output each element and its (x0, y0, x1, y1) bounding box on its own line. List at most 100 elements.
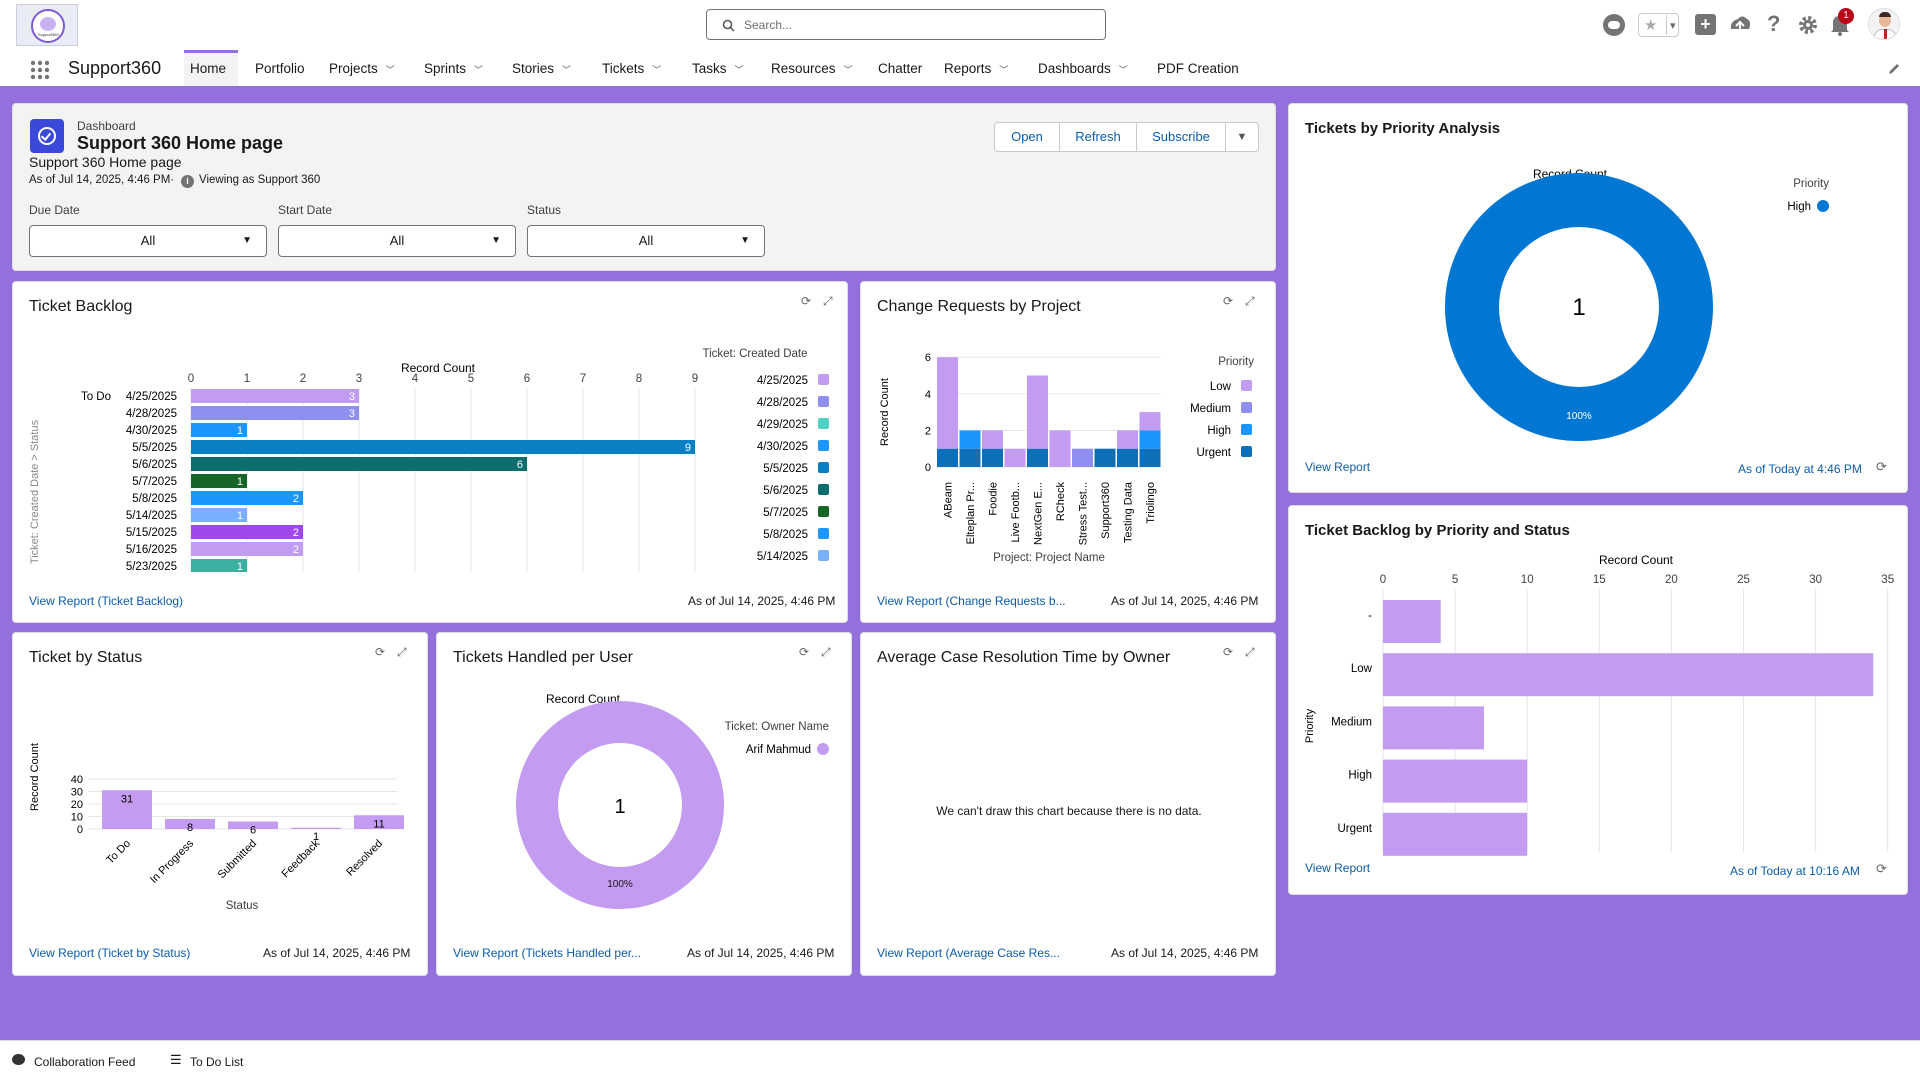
expand-icon[interactable]: ⤢ (1245, 294, 1255, 308)
tab-reports[interactable]: Reports ﹀ (944, 50, 1008, 86)
legend-label: 5/8/2025 (763, 529, 808, 541)
logo-text: Support360 (38, 32, 59, 37)
view-report-link[interactable]: View Report (Change Requests b... (877, 594, 1066, 608)
more-actions-button[interactable]: ▼ (1225, 122, 1259, 152)
card-title: Ticket Backlog by Priority and Status (1305, 522, 1570, 539)
edit-nav-icon[interactable] (1887, 62, 1901, 76)
tab-pdf-creation[interactable]: PDF Creation (1157, 50, 1239, 86)
card-title: Tickets Handled per User (453, 649, 633, 666)
bar (1383, 812, 1528, 856)
x-tick-label: Resolved (344, 838, 385, 879)
tab-resources[interactable]: Resources ﹀ (771, 50, 853, 86)
app-name: Support360 (68, 58, 162, 78)
bar (191, 474, 247, 488)
tab-tickets[interactable]: Tickets ﹀ (602, 50, 661, 86)
tab-dashboards[interactable]: Dashboards ﹀ (1038, 50, 1128, 86)
view-report-link[interactable]: View Report (Ticket by Status) (29, 946, 191, 960)
collaboration-feed-button[interactable]: Collaboration Feed (34, 1055, 136, 1069)
refresh-icon[interactable]: ⟳ (1223, 294, 1234, 308)
tab-tasks[interactable]: Tasks ﹀ (692, 50, 744, 86)
filter-select-start-date[interactable]: All ▼ (278, 225, 516, 257)
bar (191, 389, 359, 403)
legend-label: 4/28/2025 (757, 397, 808, 409)
data-label: 31 (121, 793, 133, 805)
bar (191, 542, 303, 556)
x-tick-label: 6 (524, 373, 530, 385)
refresh-icon[interactable]: ⟳ (375, 645, 386, 659)
chevron-down-icon[interactable]: ﹀ (652, 65, 662, 75)
refresh-icon[interactable]: ⟳ (1223, 645, 1234, 659)
bar (191, 406, 359, 420)
filter-value: All (638, 233, 654, 248)
refresh-icon[interactable]: ⟳ (1876, 459, 1887, 474)
tab-projects[interactable]: Projects ﹀ (329, 50, 395, 86)
refresh-icon[interactable]: ⟳ (799, 645, 810, 659)
y-tick-label: 2 (925, 425, 931, 437)
app-launcher-icon[interactable] (30, 60, 50, 80)
expand-icon[interactable]: ⤢ (397, 645, 407, 659)
help-icon[interactable]: ? (1767, 11, 1781, 36)
view-report-link[interactable]: View Report (1305, 460, 1371, 474)
info-icon[interactable]: i (181, 175, 194, 188)
chevron-down-icon[interactable]: ﹀ (734, 65, 744, 75)
user-avatar[interactable] (1868, 8, 1900, 40)
chevron-down-icon[interactable]: ﹀ (474, 65, 484, 75)
bar (102, 790, 152, 829)
chevron-down-icon[interactable]: ﹀ (843, 65, 853, 75)
category-label: 5/7/2025 (132, 476, 177, 488)
gear-icon[interactable] (1797, 14, 1819, 36)
view-report-link[interactable]: View Report (Ticket Backlog) (29, 594, 184, 608)
refresh-icon[interactable]: ⟳ (1876, 861, 1887, 876)
agent-icon[interactable] (1603, 14, 1625, 36)
filter-label: Due Date (29, 203, 80, 217)
chart-title: Record Count (546, 692, 621, 706)
refresh-icon[interactable]: ⟳ (801, 294, 812, 308)
card-title: Change Requests by Project (877, 298, 1081, 315)
chevron-down-icon[interactable]: ﹀ (385, 65, 395, 75)
tab-home[interactable]: Home (184, 50, 239, 86)
bar (1383, 706, 1484, 750)
global-search[interactable]: Search... (706, 9, 1106, 40)
view-report-link[interactable]: View Report (1305, 861, 1371, 875)
category-label: Low (1351, 663, 1373, 675)
y-tick-label: 0 (925, 462, 931, 474)
x-tick-label: 5 (1452, 574, 1458, 586)
refresh-button[interactable]: Refresh (1059, 122, 1137, 152)
view-report-link[interactable]: View Report (Tickets Handled per... (453, 946, 642, 960)
card-title: Tickets by Priority Analysis (1305, 120, 1501, 137)
legend-swatch (818, 440, 829, 451)
subscribe-button[interactable]: Subscribe (1136, 122, 1226, 152)
card-title: Average Case Resolution Time by Owner (877, 649, 1171, 666)
todo-list-button[interactable]: To Do List (190, 1055, 244, 1069)
expand-icon[interactable]: ⤢ (821, 645, 831, 659)
tab-portfolio[interactable]: Portfolio (255, 50, 305, 86)
expand-icon[interactable]: ⤢ (823, 294, 833, 308)
tab-chatter[interactable]: Chatter (878, 50, 922, 86)
chevron-down-icon[interactable]: ﹀ (1118, 65, 1128, 75)
bar-segment (1027, 448, 1048, 467)
trailhead-icon[interactable] (1728, 13, 1752, 35)
legend-title: Priority (1793, 178, 1829, 190)
x-tick-label: 35 (1881, 574, 1894, 586)
bar (191, 525, 303, 539)
tab-stories[interactable]: Stories ﹀ (512, 50, 571, 86)
tab-sprints[interactable]: Sprints ﹀ (424, 50, 483, 86)
category-label: 4/30/2025 (126, 425, 177, 437)
legend-label: 5/14/2025 (757, 551, 808, 563)
app-logo[interactable]: Support360 (16, 4, 78, 46)
bar (1383, 653, 1874, 697)
favorites-button[interactable]: ★ ▾ (1638, 13, 1679, 37)
filter-select-status[interactable]: All ▼ (527, 225, 765, 257)
expand-icon[interactable]: ⤢ (1245, 645, 1255, 659)
x-tick-label: Live Footb... (1010, 482, 1022, 543)
x-tick-label: In Progress (148, 837, 197, 886)
add-icon[interactable]: + (1695, 14, 1716, 35)
data-label: 6 (250, 825, 256, 837)
filter-select-due-date[interactable]: All ▼ (29, 225, 267, 257)
open-button[interactable]: Open (994, 122, 1060, 152)
view-report-link[interactable]: View Report (Average Case Res... (877, 946, 1060, 960)
chevron-down-icon[interactable]: ﹀ (562, 65, 572, 75)
x-axis-title: Record Count (1599, 553, 1674, 567)
bar (1383, 759, 1528, 803)
chevron-down-icon[interactable]: ﹀ (999, 65, 1009, 75)
